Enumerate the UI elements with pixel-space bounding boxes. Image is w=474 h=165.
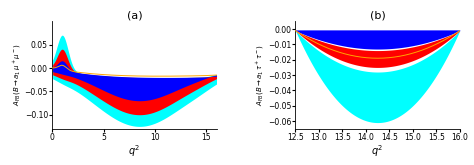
X-axis label: $q^2$: $q^2$ bbox=[372, 143, 384, 159]
Title: (a): (a) bbox=[127, 11, 142, 21]
Y-axis label: $A_{\mathrm{FB}}(B\to a_1\,\mu^+\mu^-)$: $A_{\mathrm{FB}}(B\to a_1\,\mu^+\mu^-)$ bbox=[12, 44, 23, 106]
X-axis label: $q^2$: $q^2$ bbox=[128, 143, 140, 159]
Y-axis label: $A_{\mathrm{FB}}(B\to a_1\,\tau^+\tau^-)$: $A_{\mathrm{FB}}(B\to a_1\,\tau^+\tau^-)… bbox=[255, 44, 266, 106]
Title: (b): (b) bbox=[370, 11, 385, 21]
